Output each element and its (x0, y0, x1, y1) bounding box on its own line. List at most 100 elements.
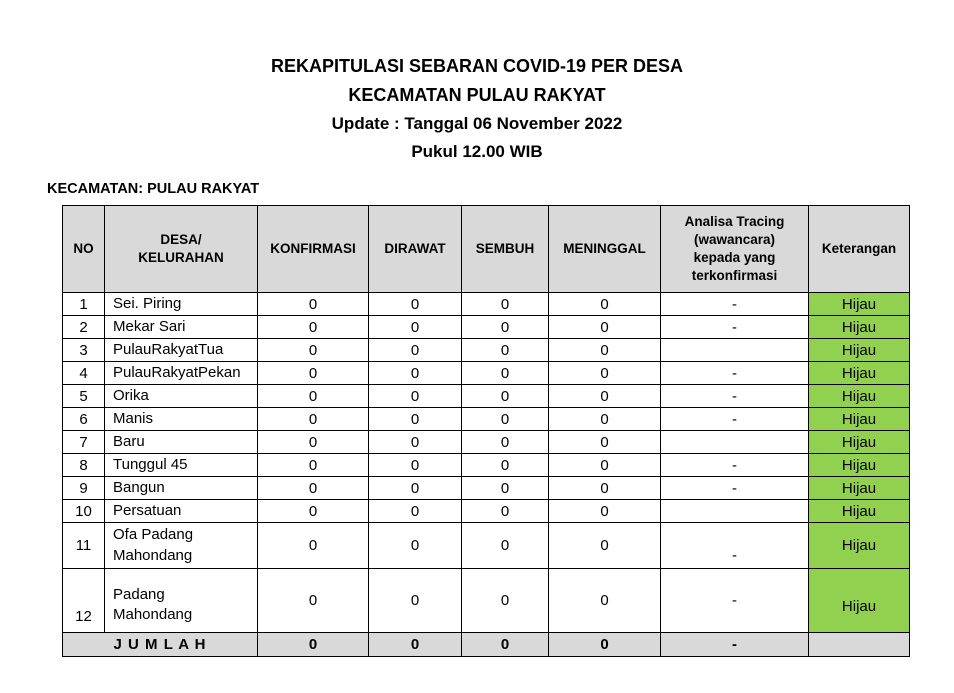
table-row: 12 Padang Mahondang 0 0 0 0 - Hijau (62, 568, 910, 633)
cell-keterangan: Hijau (808, 568, 910, 633)
cell-konfirmasi: 0 (257, 453, 369, 477)
cell-tracing: - (660, 292, 809, 316)
report-update-date: Update : Tanggal 06 November 2022 (331, 114, 623, 133)
cell-sembuh: 0 (461, 384, 549, 408)
cell-keterangan: Hijau (808, 315, 910, 339)
cell-meninggal: 0 (548, 476, 661, 500)
cell-konfirmasi: 0 (257, 338, 369, 362)
footer-konfirmasi-total: 0 (257, 632, 369, 657)
cell-tracing: - (660, 315, 809, 339)
report-update-time: Pukul 12.00 WIB (411, 142, 543, 161)
column-header-sembuh: SEMBUH (461, 205, 549, 293)
column-header-desa: DESA/ KELURAHAN (104, 205, 258, 293)
cell-dirawat: 0 (368, 338, 462, 362)
table-row: 1 Sei. Piring 0 0 0 0 - Hijau (62, 292, 910, 316)
cell-desa: PulauRakyatTua (104, 338, 258, 362)
covid-table: NO DESA/ KELURAHAN KONFIRMASI DIRAWAT SE… (62, 205, 910, 657)
footer-tracing-total: - (660, 632, 809, 657)
cell-konfirmasi: 0 (257, 292, 369, 316)
cell-dirawat: 0 (368, 499, 462, 523)
table-row: 9 Bangun 0 0 0 0 - Hijau (62, 476, 910, 500)
cell-konfirmasi: 0 (257, 430, 369, 454)
cell-sembuh: 0 (461, 522, 549, 569)
footer-sembuh-total: 0 (461, 632, 549, 657)
cell-desa: Orika (104, 384, 258, 408)
cell-tracing (660, 499, 809, 523)
cell-konfirmasi: 0 (257, 315, 369, 339)
cell-no: 5 (62, 384, 105, 408)
cell-dirawat: 0 (368, 430, 462, 454)
cell-sembuh: 0 (461, 338, 549, 362)
cell-sembuh: 0 (461, 407, 549, 431)
cell-no: 6 (62, 407, 105, 431)
cell-konfirmasi: 0 (257, 476, 369, 500)
cell-desa: Manis (104, 407, 258, 431)
cell-meninggal: 0 (548, 568, 661, 633)
covid-table-body: 1 Sei. Piring 0 0 0 0 - Hijau 2 Mekar Sa… (62, 292, 910, 633)
table-row: 8 Tunggul 45 0 0 0 0 - Hijau (62, 453, 910, 477)
cell-no: 7 (62, 430, 105, 454)
report-title-block: REKAPITULASI SEBARAN COVID-19 PER DESA K… (0, 0, 954, 166)
cell-keterangan: Hijau (808, 453, 910, 477)
cell-sembuh: 0 (461, 292, 549, 316)
cell-desa: Tunggul 45 (104, 453, 258, 477)
cell-no: 9 (62, 476, 105, 500)
column-header-no: NO (62, 205, 105, 293)
cell-dirawat: 0 (368, 522, 462, 569)
cell-keterangan: Hijau (808, 292, 910, 316)
cell-meninggal: 0 (548, 430, 661, 454)
cell-sembuh: 0 (461, 499, 549, 523)
cell-no: 3 (62, 338, 105, 362)
cell-keterangan: Hijau (808, 407, 910, 431)
table-row: 11 Ofa Padang Mahondang 0 0 0 0 - Hijau (62, 522, 910, 569)
cell-sembuh: 0 (461, 361, 549, 385)
cell-desa: Padang Mahondang (104, 568, 258, 633)
cell-desa: PulauRakyatPekan (104, 361, 258, 385)
cell-desa: Persatuan (104, 499, 258, 523)
cell-keterangan: Hijau (808, 476, 910, 500)
cell-tracing: - (660, 407, 809, 431)
cell-no: 1 (62, 292, 105, 316)
table-row: 10 Persatuan 0 0 0 0 Hijau (62, 499, 910, 523)
cell-meninggal: 0 (548, 453, 661, 477)
cell-desa: Sei. Piring (104, 292, 258, 316)
table-row: 3 PulauRakyatTua 0 0 0 0 Hijau (62, 338, 910, 362)
footer-jumlah-label: J U M L A H (62, 632, 258, 657)
cell-tracing (660, 430, 809, 454)
cell-desa: Bangun (104, 476, 258, 500)
table-row: 2 Mekar Sari 0 0 0 0 - Hijau (62, 315, 910, 339)
cell-no: 12 (62, 568, 105, 633)
column-header-konfirmasi: KONFIRMASI (257, 205, 369, 293)
cell-meninggal: 0 (548, 361, 661, 385)
cell-no: 2 (62, 315, 105, 339)
cell-sembuh: 0 (461, 476, 549, 500)
cell-keterangan: Hijau (808, 522, 910, 569)
report-title-line2: KECAMATAN PULAU RAKYAT (348, 85, 606, 105)
cell-tracing: - (660, 453, 809, 477)
cell-dirawat: 0 (368, 476, 462, 500)
cell-tracing: - (660, 361, 809, 385)
cell-keterangan: Hijau (808, 499, 910, 523)
cell-tracing (660, 338, 809, 362)
cell-no: 8 (62, 453, 105, 477)
footer-dirawat-total: 0 (368, 632, 462, 657)
cell-meninggal: 0 (548, 384, 661, 408)
cell-konfirmasi: 0 (257, 384, 369, 408)
table-header-row: NO DESA/ KELURAHAN KONFIRMASI DIRAWAT SE… (62, 205, 910, 293)
column-header-analisa-tracing: Analisa Tracing (wawancara) kepada yang … (660, 205, 809, 293)
cell-sembuh: 0 (461, 453, 549, 477)
cell-desa: Mekar Sari (104, 315, 258, 339)
cell-meninggal: 0 (548, 499, 661, 523)
report-title-line1: REKAPITULASI SEBARAN COVID-19 PER DESA (270, 56, 684, 76)
cell-dirawat: 0 (368, 384, 462, 408)
cell-meninggal: 0 (548, 292, 661, 316)
table-row: 5 Orika 0 0 0 0 - Hijau (62, 384, 910, 408)
table-row: 6 Manis 0 0 0 0 - Hijau (62, 407, 910, 431)
footer-keterangan-cell (808, 632, 910, 657)
column-header-meninggal: MENINGGAL (548, 205, 661, 293)
cell-desa: Ofa Padang Mahondang (104, 522, 258, 569)
column-header-dirawat: DIRAWAT (368, 205, 462, 293)
cell-keterangan: Hijau (808, 361, 910, 385)
cell-sembuh: 0 (461, 315, 549, 339)
